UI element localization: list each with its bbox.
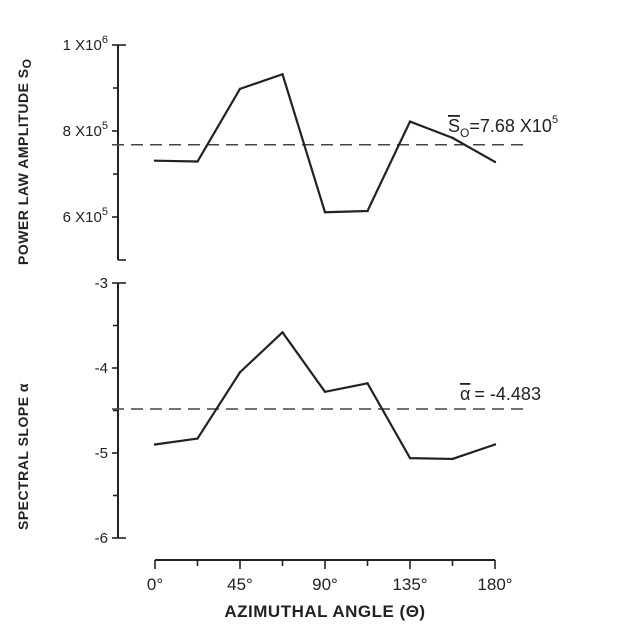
slope-data-point: [153, 443, 157, 446]
amplitude-data-point: [238, 87, 242, 91]
x-tick-label: 135°: [392, 575, 427, 594]
slope-y-tick-label: -5: [95, 445, 108, 462]
slope-data-point: [238, 371, 242, 374]
amplitude-y-tick-label: 8 X105: [63, 120, 108, 140]
amplitude-data-point: [153, 159, 157, 162]
x-axis-title: AZIMUTHAL ANGLE (Θ): [224, 602, 425, 621]
amplitude-data-point: [493, 160, 497, 164]
x-tick-label: 0°: [147, 575, 163, 594]
slope-data-point: [196, 437, 199, 440]
amplitude-data-point: [281, 73, 284, 76]
slope-y-axis-title: SPECTRAL SLOPE α: [15, 383, 31, 530]
amplitude-y-tick-label: 1 X106: [63, 34, 108, 54]
slope-data-point: [323, 390, 327, 393]
amplitude-data-point: [451, 136, 454, 140]
slope-data-point: [493, 443, 497, 446]
x-tick-label: 180°: [477, 575, 512, 594]
slope-series-line: [154, 331, 496, 461]
amplitude-data-point: [408, 120, 412, 123]
amplitude-points: [153, 73, 497, 214]
slope-panel: -3 -4 -5 -6 SPECTRAL SLOPE α α = -4.483: [15, 275, 541, 547]
amplitude-data-point: [366, 209, 369, 213]
amplitude-y-tick-labels: 6 X105 8 X105 1 X106: [63, 34, 108, 226]
amplitude-mean-annotation: SO=7.68 X105: [448, 114, 558, 140]
slope-y-tick-label: -4: [95, 360, 108, 377]
slope-data-point: [281, 331, 284, 334]
slope-mean-annotation: α = -4.483: [460, 384, 541, 404]
x-axis-tick-labels: 0° 45° 90° 135° 180°: [147, 575, 513, 594]
x-axis: 0° 45° 90° 135° 180° AZIMUTHAL ANGLE (Θ): [147, 559, 513, 621]
slope-y-ticks: [112, 282, 126, 539]
slope-y-tick-labels: -3 -4 -5 -6: [95, 275, 108, 547]
slope-y-tick-label: -3: [95, 275, 108, 292]
amplitude-data-point: [323, 211, 327, 214]
amplitude-data-point: [196, 160, 199, 163]
x-axis-ticks: [154, 560, 496, 569]
slope-y-tick-label: -6: [95, 530, 108, 547]
amplitude-panel: 6 X105 8 X105 1 X106 POWER LAW AMPLITUDE S…: [15, 34, 558, 265]
amplitude-y-tick-label: 6 X105: [63, 206, 108, 226]
x-tick-label: 45°: [227, 575, 253, 594]
slope-data-point: [366, 382, 369, 385]
amplitude-y-axis-title: POWER LAW AMPLITUDE SO: [15, 59, 34, 266]
amplitude-series-line: [154, 73, 496, 214]
x-tick-label: 90°: [312, 575, 338, 594]
slope-points: [153, 331, 497, 461]
slope-data-point: [408, 456, 412, 460]
slope-data-point: [451, 457, 454, 461]
amplitude-y-ticks: [112, 44, 126, 261]
